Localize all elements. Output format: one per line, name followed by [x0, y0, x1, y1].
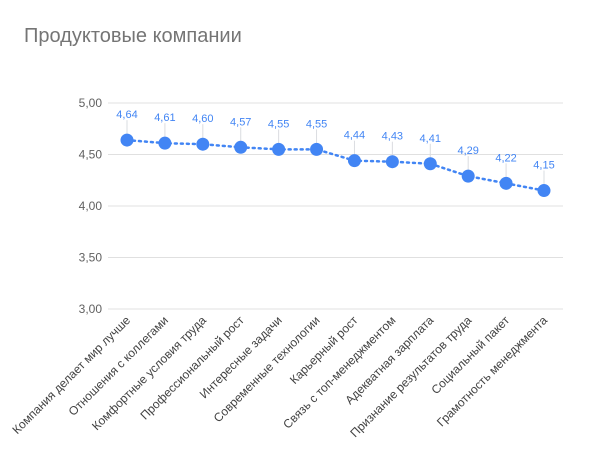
data-label: 4,61: [154, 112, 175, 124]
series-line: [125, 138, 546, 192]
data-point: [196, 137, 210, 151]
y-tick-label: 3,50: [79, 251, 103, 265]
data-label: 4,29: [457, 145, 478, 157]
data-point: [499, 176, 513, 190]
data-point: [310, 142, 324, 156]
y-tick-label: 3,00: [79, 302, 103, 316]
data-label: 4,41: [420, 133, 441, 145]
data-label: 4,22: [495, 152, 516, 164]
data-label: 4,64: [116, 109, 137, 121]
y-tick-label: 4,50: [79, 148, 103, 162]
y-tick-label: 4,00: [79, 199, 103, 213]
data-label: 4,55: [306, 118, 327, 130]
data-point: [234, 140, 248, 154]
data-point: [120, 133, 134, 147]
data-point: [347, 154, 361, 168]
data-point: [461, 169, 475, 183]
data-point: [158, 136, 172, 150]
data-label: 4,57: [230, 116, 251, 128]
data-point: [537, 184, 551, 198]
data-label: 4,55: [268, 118, 289, 130]
data-point: [385, 155, 399, 169]
chart-title: Продуктовые компании: [24, 25, 242, 47]
data-label: 4,43: [382, 131, 403, 143]
data-point: [423, 157, 437, 171]
y-tick-label: 5,00: [79, 96, 103, 110]
x-category-label: Карьерный рост: [287, 313, 361, 387]
data-label: 4,15: [533, 160, 554, 172]
data-label: 4,60: [192, 113, 213, 125]
data-label: 4,44: [344, 130, 365, 142]
data-point: [272, 142, 286, 156]
